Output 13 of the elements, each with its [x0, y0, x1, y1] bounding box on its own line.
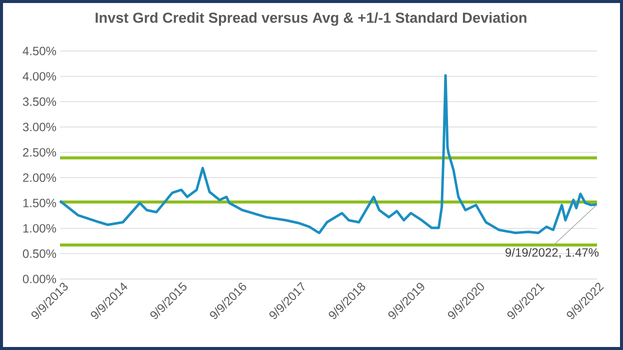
y-tick-label: 3.00% [22, 122, 56, 132]
y-tick-label: 1.00% [23, 224, 56, 233]
y-tick-label: 2.50% [23, 148, 56, 157]
line-series [58, 74, 598, 234]
annotation: 9/19/2022, 1.47% [506, 248, 599, 258]
y-tick-label: 3.50% [22, 97, 56, 106]
y-tick-label: 0.00% [22, 274, 56, 284]
y-tick-label: 1.50% [23, 198, 56, 208]
chart-title: Invst Grd Credit Spread versus Avg & +1/-1 Standard Deviation [96, 12, 526, 26]
y-tick-label: 2.00% [23, 173, 56, 182]
y-tick-label: 0.50% [22, 249, 56, 258]
y-tick-label: 4.00% [22, 72, 56, 81]
y-tick-label: 4.50% [22, 46, 56, 56]
